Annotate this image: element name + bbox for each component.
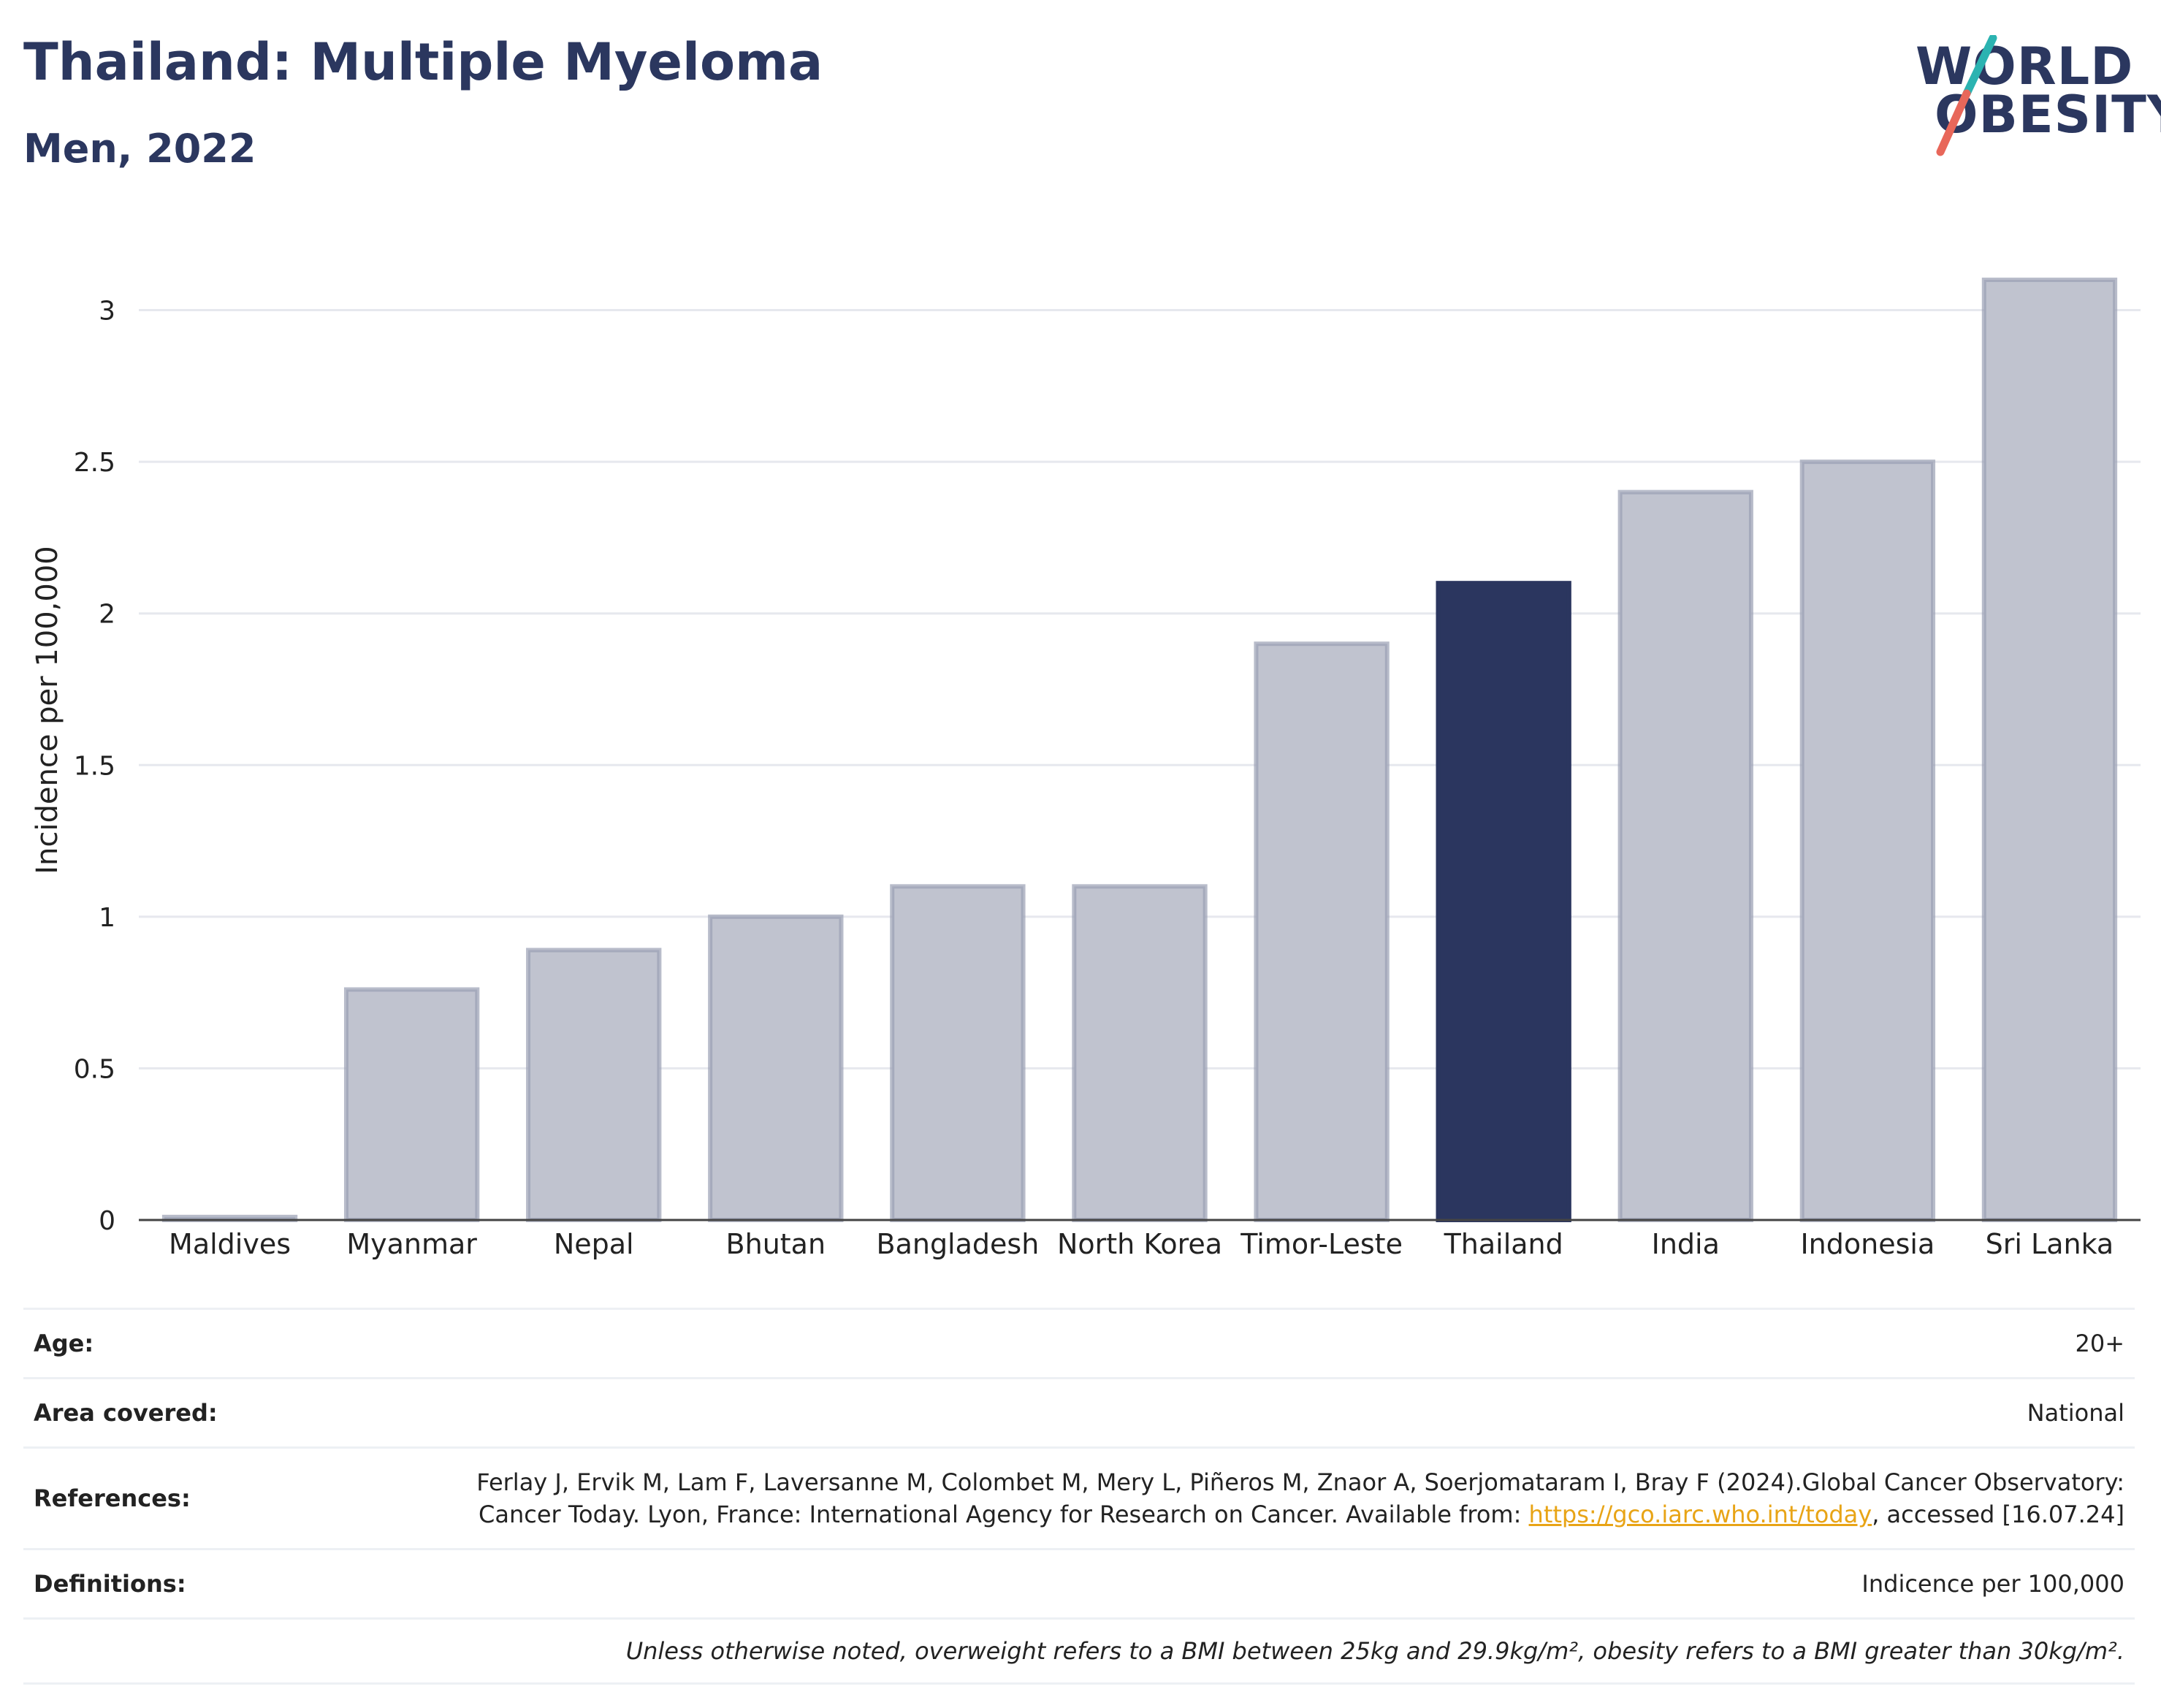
bar-bangladesh [890, 884, 1026, 1223]
y-tick-label: 0.5 [74, 1054, 115, 1084]
bar-indonesia [1799, 460, 1936, 1222]
x-tick-label: Nepal [554, 1228, 634, 1260]
chart-axes: 0 0.5 1 1.5 2 2.5 3 Maldives Myanmar Nepal Bhutan B… [74, 297, 2141, 1260]
definitions-label: Definitions: [34, 1570, 186, 1598]
bar-myanmar [343, 987, 480, 1222]
meta-row-area: Area covered: National [23, 1377, 2135, 1446]
bar-sri-lanka [1981, 278, 2118, 1223]
y-tick-label: 1.5 [74, 751, 115, 781]
bar-thailand [1436, 581, 1571, 1222]
definitions-value: Indicence per 100,000 [1861, 1570, 2124, 1598]
x-tick-label: Indonesia [1800, 1228, 1935, 1260]
references-link[interactable]: https://gco.iarc.who.int/today [1528, 1501, 1872, 1528]
y-tick-label: 2.5 [74, 448, 115, 478]
area-value: National [2027, 1399, 2124, 1427]
y-tick-label: 3 [99, 297, 115, 327]
age-value: 20+ [2075, 1330, 2124, 1357]
x-tick-label: Bangladesh [877, 1228, 1040, 1260]
y-tick-label: 0 [99, 1206, 115, 1236]
bar-bhutan [708, 914, 844, 1223]
x-tick-label: North Korea [1057, 1228, 1222, 1260]
age-label: Age: [34, 1330, 94, 1357]
x-tick-label: Maldives [169, 1228, 291, 1260]
references-label: References: [34, 1484, 191, 1512]
bmi-note: Unless otherwise noted, overweight refer… [625, 1637, 2124, 1665]
x-tick-label: Bhutan [726, 1228, 826, 1260]
chart-bars [161, 278, 2118, 1223]
references-value: Ferlay J, Ervik M, Lam F, Laversanne M, … [444, 1466, 2124, 1530]
x-tick-label: Thailand [1444, 1228, 1563, 1260]
bar-india [1617, 489, 1753, 1222]
meta-row-note: Unless otherwise noted, overweight refer… [23, 1617, 2135, 1685]
chart-metadata: Age: 20+ Area covered: National Referenc… [23, 1308, 2135, 1685]
x-tick-label: Sri Lanka [1986, 1228, 2114, 1260]
meta-row-definitions: Definitions: Indicence per 100,000 [23, 1548, 2135, 1617]
y-tick-label: 2 [99, 600, 115, 630]
world-obesity-logo: WORLD OBESITY [1899, 29, 2161, 156]
bar-nepal [526, 948, 662, 1222]
meta-row-references: References: Ferlay J, Ervik M, Lam F, La… [23, 1446, 2135, 1548]
x-tick-label: Timor-Leste [1240, 1228, 1403, 1260]
logo-line1: WORLD [1916, 37, 2134, 96]
references-text: Ferlay J, Ervik M, Lam F, Laversanne M, … [476, 1468, 2124, 1528]
x-tick-label: India [1652, 1228, 1720, 1260]
logo-slash-icon [1936, 35, 1997, 156]
area-label: Area covered: [34, 1399, 218, 1427]
meta-row-age: Age: 20+ [23, 1308, 2135, 1377]
y-tick-label: 1 [99, 903, 115, 933]
logo-line2: OBESITY [1935, 85, 2161, 145]
bar-chart: 0 0.5 1 1.5 2 2.5 3 Maldives Myanmar Nepal Bhutan B… [31, 278, 2141, 1260]
bar-timor-leste [1254, 641, 1390, 1222]
page-subtitle: Men, 2022 [23, 126, 256, 172]
x-tick-label: Myanmar [346, 1228, 477, 1260]
page-title: Thailand: Multiple Myeloma [23, 32, 823, 92]
y-axis-label: Incidence per 100,000 [31, 546, 64, 874]
bar-north-korea [1072, 884, 1208, 1223]
references-suffix: , accessed [16.07.24] [1872, 1501, 2124, 1528]
